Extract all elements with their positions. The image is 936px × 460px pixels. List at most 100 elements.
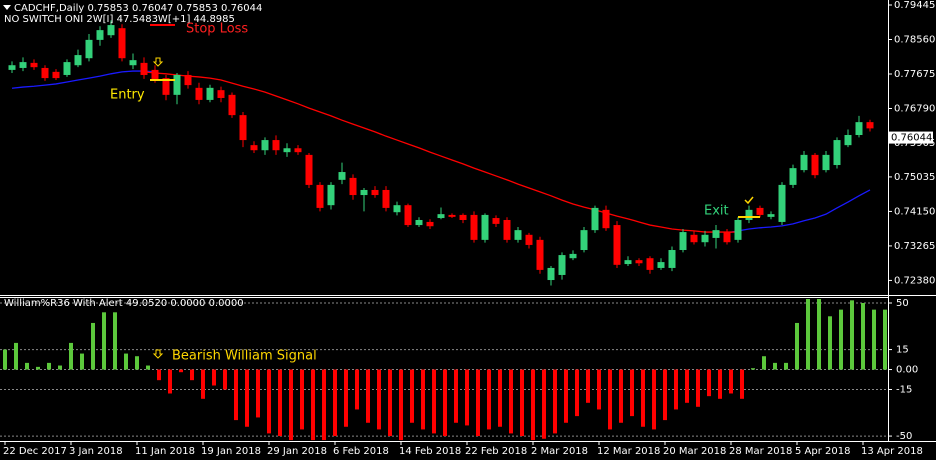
candle-body <box>778 184 786 222</box>
y-tick-label: 0.75035 <box>894 172 935 183</box>
candle-body <box>855 122 863 136</box>
histogram-bar <box>168 369 172 394</box>
moving-average <box>11 70 156 89</box>
y-tick-label: -50 <box>896 431 912 442</box>
histogram-bar <box>619 369 623 423</box>
x-tick-label: 28 Mar 2018 <box>729 446 792 457</box>
histogram-bar <box>14 342 18 370</box>
x-tick-label: 2 Mar 2018 <box>531 446 588 457</box>
histogram-bar <box>399 369 403 441</box>
histogram-bar <box>201 369 205 399</box>
histogram-bar <box>817 298 821 370</box>
x-tick-label: 11 Jan 2018 <box>135 446 195 457</box>
histogram-bar <box>795 322 799 370</box>
candle-body <box>613 225 621 265</box>
histogram-bar <box>773 362 777 370</box>
candle-body <box>217 90 225 98</box>
candle-body <box>272 140 280 151</box>
histogram-bar <box>179 369 183 373</box>
candle-body <box>822 154 830 171</box>
signal-label: Bearish William Signal <box>172 349 317 364</box>
y-tick-label: 0.00 <box>896 365 918 376</box>
candle-body <box>41 67 49 79</box>
candle-body <box>602 209 610 229</box>
histogram-bar <box>234 369 238 421</box>
entry-label: Entry <box>110 88 145 103</box>
histogram-bar <box>212 369 216 386</box>
histogram-bar <box>388 369 392 437</box>
candle-body <box>569 253 577 259</box>
candle-body <box>679 232 687 251</box>
candle-body <box>195 87 203 100</box>
histogram-bar <box>784 362 788 370</box>
candle-body <box>756 207 764 215</box>
x-tick-label: 14 Feb 2018 <box>399 446 461 457</box>
histogram-bar <box>366 369 370 423</box>
y-tick-label: 0.79445 <box>894 0 935 11</box>
candle-body <box>151 69 159 81</box>
histogram-bar <box>289 369 293 441</box>
histogram-bar <box>223 369 227 390</box>
y-tick-label: 0.76790 <box>894 103 935 114</box>
y-tick-label: 50 <box>896 298 909 309</box>
candle-body <box>712 230 720 238</box>
candle-body <box>96 30 104 40</box>
candle-body <box>591 207 599 231</box>
candle-body <box>481 214 489 240</box>
candle-body <box>184 74 192 86</box>
candle-body <box>30 62 38 68</box>
histogram-bar <box>707 369 711 397</box>
histogram-bar <box>355 369 359 410</box>
histogram-bar <box>861 302 865 370</box>
candle-body <box>360 189 368 196</box>
histogram-bar <box>476 369 480 437</box>
histogram-bar <box>300 369 304 430</box>
candle-body <box>239 115 247 141</box>
candle-body <box>52 71 60 79</box>
histogram-bar <box>267 369 271 434</box>
candle-body <box>525 234 533 245</box>
candle-body <box>734 219 742 240</box>
histogram-bar <box>762 356 766 370</box>
candle-body <box>492 218 500 224</box>
y-tick-label: 0.73265 <box>894 241 935 252</box>
candle-body <box>646 258 654 270</box>
exit-check <box>744 196 754 205</box>
histogram-bar <box>124 353 128 370</box>
histogram-bar <box>3 349 7 370</box>
histogram-bar <box>102 312 106 370</box>
histogram-bar <box>377 369 381 430</box>
histogram-bar <box>718 369 722 399</box>
chart-title: CADCHF,Daily 0.75853 0.76047 0.75853 0.7… <box>14 3 262 14</box>
x-tick-label: 22 Feb 2018 <box>465 446 527 457</box>
candle-body <box>789 168 797 185</box>
histogram-bar <box>91 322 95 370</box>
y-tick-label: 0.74150 <box>894 206 935 217</box>
histogram-bar <box>322 369 326 441</box>
x-tick-label: 5 Apr 2018 <box>795 446 850 457</box>
candle-body <box>690 234 698 243</box>
histogram-bar <box>740 369 744 399</box>
candle-body <box>250 145 258 151</box>
x-tick-label: 3 Jan 2018 <box>69 446 123 457</box>
candle-body <box>206 87 214 100</box>
x-tick-label: 29 Jan 2018 <box>267 446 327 457</box>
histogram-bar <box>487 369 491 430</box>
candle-body <box>19 62 27 68</box>
histogram-bar <box>850 300 854 370</box>
histogram-bar <box>696 369 700 407</box>
candle-body <box>349 177 357 196</box>
histogram-bar <box>344 369 348 427</box>
moving-average <box>143 71 738 233</box>
candle-body <box>8 65 16 70</box>
candle-body <box>459 214 467 220</box>
histogram-bar <box>685 369 689 403</box>
histogram-bar <box>146 365 150 370</box>
candle-body <box>866 122 874 129</box>
last-price-label: 0.76044 <box>891 133 932 144</box>
histogram-bar <box>597 369 601 410</box>
histogram-bar <box>311 369 315 441</box>
histogram-bar <box>663 369 667 421</box>
candle-body <box>745 209 753 220</box>
candle-body <box>635 260 643 264</box>
